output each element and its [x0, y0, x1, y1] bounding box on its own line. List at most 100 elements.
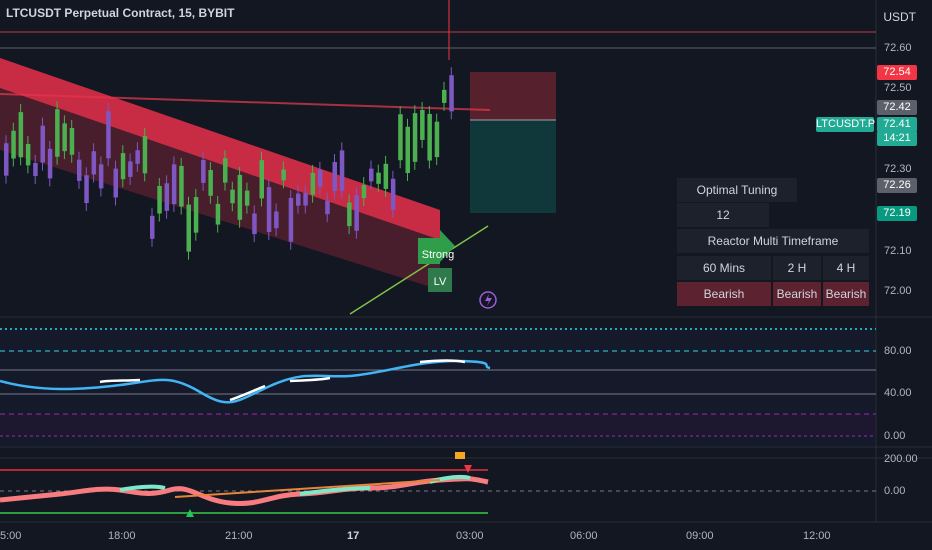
candle-body: [4, 143, 9, 176]
time-tick-7: 09:00: [686, 530, 714, 542]
price-tick-5: 72.00: [884, 285, 912, 297]
time-tick-8: 12:00: [803, 530, 831, 542]
candle-body: [259, 160, 264, 199]
candle-body: [223, 158, 228, 183]
price-tick-3: 72.30: [884, 163, 912, 175]
candle-body: [296, 193, 301, 206]
candle-body: [164, 183, 170, 211]
candle-body: [325, 200, 330, 215]
candle-body: [390, 178, 396, 210]
table-tf-4h: 4 H: [823, 256, 869, 280]
candle-body: [40, 125, 45, 163]
candle-body: [186, 204, 191, 252]
table-tf-60: 60 Mins: [677, 256, 771, 280]
lightning-glyph: [485, 294, 492, 306]
candle-body: [230, 189, 235, 204]
price-tag-stop: 72.54: [877, 65, 917, 80]
osc-tick-0: 0.00: [884, 430, 906, 442]
lv-signal-label: LV: [433, 276, 447, 288]
candle-body: [369, 168, 374, 182]
candle-body: [237, 174, 243, 220]
candle-body: [113, 168, 118, 198]
candle-body: [84, 175, 89, 204]
candle-body: [427, 113, 432, 161]
candle-body: [266, 187, 272, 233]
candle-body: [303, 193, 308, 206]
price-tick-1: 72.60: [884, 42, 912, 54]
currency-label: USDT: [883, 10, 916, 24]
lightning-icon[interactable]: [479, 291, 497, 309]
candle-body: [47, 148, 53, 179]
time-tick-2: 18:00: [108, 530, 136, 542]
candle-body: [383, 163, 389, 189]
candle-body: [361, 185, 367, 199]
candle-body: [179, 165, 184, 207]
stop-loss-zone: [470, 72, 556, 120]
osc-tick-40: 40.00: [884, 387, 912, 399]
symbol-title: LTCUSDT Perpetual Contract, 15, BYBIT: [6, 6, 235, 20]
candle-body: [98, 164, 104, 189]
candle-body: [398, 114, 403, 161]
strong-signal-box: [418, 230, 455, 264]
candle-body: [120, 153, 126, 180]
lower-tick-0: 0.00: [884, 485, 906, 497]
candle-body: [150, 215, 155, 239]
candle-body: [142, 136, 148, 174]
candle-body: [405, 126, 410, 174]
countdown-tag: 14:21: [877, 131, 917, 146]
time-tick-6: 06:00: [570, 530, 598, 542]
candle-body: [420, 109, 425, 140]
candle-body: [171, 164, 177, 205]
table-state-2h: Bearish: [773, 282, 821, 306]
lower-histogram-bull-2: [299, 486, 371, 496]
candle-body: [69, 127, 75, 155]
support-trendline: [349, 225, 489, 315]
candle-body: [339, 150, 345, 191]
divergence-line: [174, 479, 441, 498]
symbol-price-tag: LTCUSDT.P: [816, 117, 876, 132]
table-tf-2h: 2 H: [773, 256, 821, 280]
sell-signal-icon: [464, 465, 472, 473]
candle-body: [442, 89, 447, 103]
candle-body: [347, 202, 352, 227]
table-state-4h: Bearish: [823, 282, 869, 306]
candle-body: [25, 143, 31, 166]
candle-body: [106, 111, 111, 159]
time-tick-1: 5:00: [0, 530, 22, 542]
candle-body: [135, 150, 140, 164]
candle-body: [33, 162, 38, 176]
table-tuning-value: 12: [677, 203, 769, 227]
time-tick-4: 17: [347, 530, 360, 542]
candle-body: [208, 170, 213, 196]
candle-body: [77, 159, 82, 181]
alert-icon: [455, 452, 465, 459]
candle-body: [310, 172, 316, 195]
candle-body: [128, 161, 133, 177]
oscillator-highlight-4: [419, 359, 466, 364]
candle-body: [55, 109, 60, 157]
bearish-channel: [0, 58, 440, 240]
candle-body: [244, 190, 250, 206]
oscillator-highlight-2: [229, 384, 266, 402]
candle-body: [354, 195, 359, 231]
candle-body: [317, 169, 323, 187]
time-tick-3: 21:00: [225, 530, 253, 542]
candle-body: [215, 203, 221, 225]
candle-body: [281, 169, 286, 181]
candle-body: [11, 130, 16, 159]
price-tag-last: 72.41: [877, 117, 917, 132]
price-tag-target: 72.19: [877, 206, 917, 221]
candlestick-series: [4, 67, 454, 260]
candle-body: [412, 113, 418, 162]
candle-body: [274, 211, 279, 229]
candle-body: [376, 172, 381, 184]
candle-body: [449, 75, 454, 112]
price-tag-low: 72.26: [877, 178, 917, 193]
lower-histogram: [0, 476, 489, 507]
candle-body: [332, 161, 337, 192]
candle-body: [91, 151, 97, 175]
buy-signal-icon: [186, 509, 194, 517]
strong-signal-label: Strong: [421, 249, 455, 261]
